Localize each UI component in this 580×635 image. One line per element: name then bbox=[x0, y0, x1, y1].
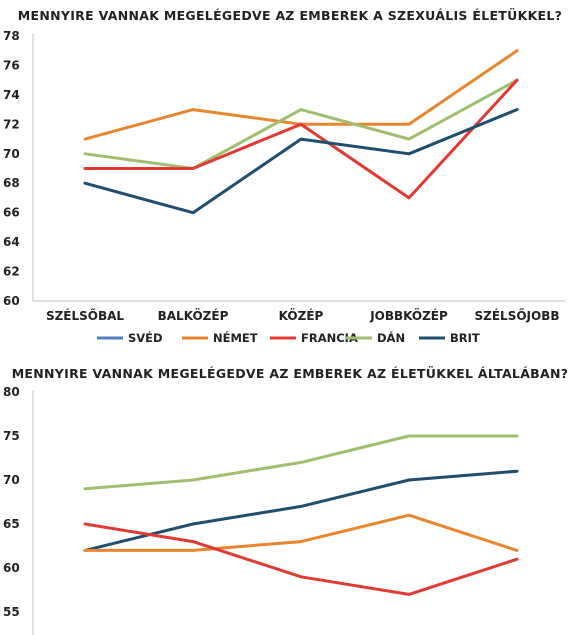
chart-2-series-nemet-line bbox=[83, 513, 519, 552]
chart-1-x-tick-kozep: KÖZÉP bbox=[279, 308, 324, 323]
chart-1-x-tick-balkozep: BALKÖZÉP bbox=[158, 308, 229, 323]
chart-1-title: MENNYIRE VANNAK MEGELÉGEDVE AZ EMBEREK A… bbox=[17, 8, 563, 23]
chart-2-y-tick: 70 bbox=[3, 473, 20, 487]
chart-2-y-tick: 80 bbox=[3, 385, 20, 399]
chart-1-series-brit-line bbox=[83, 108, 519, 215]
chart-2-y-tick: 75 bbox=[3, 429, 20, 443]
chart-1-y-tick: 62 bbox=[3, 265, 20, 279]
chart-1-y-tick: 60 bbox=[3, 294, 20, 308]
chart-1-y-tick: 70 bbox=[3, 147, 20, 161]
chart-1-y-tick: 72 bbox=[3, 117, 20, 131]
chart-2-title: MENNYIRE VANNAK MEGELÉGEDVE AZ EMBEREK A… bbox=[11, 366, 569, 381]
chart-1-series-dan-line bbox=[83, 78, 519, 170]
chart-2-y-tick: 60 bbox=[3, 561, 20, 575]
chart-1-x-tick-jobbkozep: JOBBKÖZÉP bbox=[369, 308, 448, 323]
chart-2-series-brit-line bbox=[83, 469, 519, 552]
chart-1-y-tick: 78 bbox=[3, 29, 20, 43]
chart-1-x-tick-szelsojobb: SZÉLSŐJOBB bbox=[475, 308, 560, 323]
legend-label-dan: DÁN bbox=[377, 330, 405, 345]
legend-label-brit: BRIT bbox=[450, 331, 480, 345]
chart-2-y-tick: 65 bbox=[3, 517, 20, 531]
chart-1-y-tick: 66 bbox=[3, 206, 20, 220]
legend-label-francia: FRANCIA bbox=[301, 331, 358, 345]
chart-2-series-dan-line bbox=[83, 434, 519, 491]
legend-label-nemet: NÉMET bbox=[213, 330, 258, 345]
chart-2-y-tick: 55 bbox=[3, 605, 20, 619]
legend-label-sved: SVÉD bbox=[128, 330, 163, 345]
chart-1-x-tick-szelsobal: SZÉLSŐBAL bbox=[46, 308, 124, 323]
chart-1-series-francia-line bbox=[83, 78, 519, 200]
chart-2-series-francia-line bbox=[83, 522, 519, 596]
chart-1-y-tick: 76 bbox=[3, 58, 20, 72]
chart-1-y-tick: 68 bbox=[3, 176, 20, 190]
chart-1-y-tick: 74 bbox=[3, 88, 20, 102]
chart-1-y-tick: 64 bbox=[3, 235, 20, 249]
